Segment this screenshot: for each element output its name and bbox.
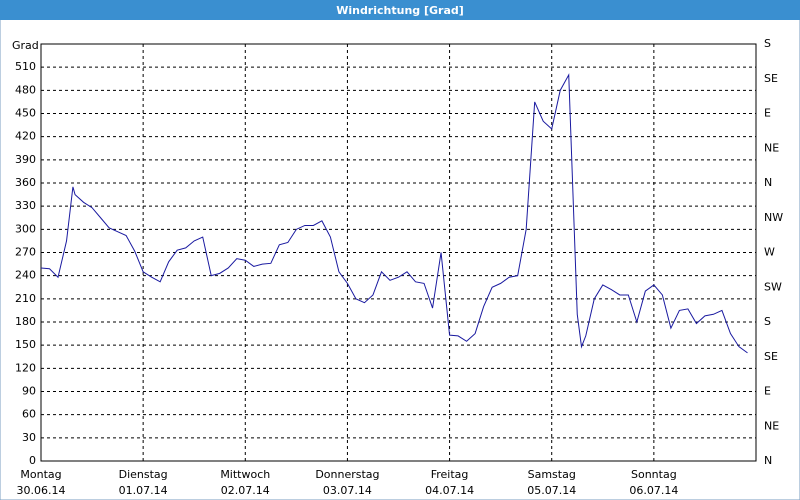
y-tick-label: 210 [15, 292, 36, 305]
x-tick-label: Samstag [528, 468, 576, 481]
x-tick-label: Mittwoch [220, 468, 270, 481]
y2-tick-label: N [764, 176, 772, 189]
x-tick-date: 04.07.14 [425, 484, 474, 497]
x-tick-label: Dienstag [119, 468, 168, 481]
y2-tick-label: W [764, 246, 775, 259]
y2-tick-label: NE [764, 419, 779, 432]
y-tick-label: 120 [15, 361, 36, 374]
x-tick-date: 01.07.14 [119, 484, 168, 497]
y-tick-label: 270 [15, 246, 36, 259]
y-tick-label: 240 [15, 269, 36, 282]
y2-tick-label: S [764, 37, 771, 50]
x-tick-label: Sonntag [631, 468, 677, 481]
x-tick-date: 30.06.14 [17, 484, 66, 497]
title-bar [0, 0, 800, 20]
y2-tick-label: S [764, 315, 771, 328]
y2-tick-label: NW [764, 211, 783, 224]
y2-tick-label: E [764, 385, 771, 398]
x-tick-date: 03.07.14 [323, 484, 372, 497]
y-axis-label: Grad [12, 39, 39, 52]
y-tick-label: 330 [15, 199, 36, 212]
x-tick-date: 05.07.14 [527, 484, 576, 497]
y-tick-label: 60 [22, 408, 36, 421]
y2-tick-label: E [764, 107, 771, 120]
y-tick-label: 390 [15, 153, 36, 166]
y-tick-label: 360 [15, 176, 36, 189]
y2-tick-label: NE [764, 141, 779, 154]
y-tick-label: 420 [15, 130, 36, 143]
y2-tick-label: SE [764, 72, 778, 85]
y-tick-label: 30 [22, 431, 36, 444]
x-tick-label: Freitag [431, 468, 469, 481]
y-tick-label: 180 [15, 315, 36, 328]
x-tick-date: 06.07.14 [629, 484, 678, 497]
x-tick-label: Donnerstag [315, 468, 379, 481]
y2-tick-label: SE [764, 350, 778, 363]
x-tick-label: Montag [20, 468, 61, 481]
y-tick-label: 150 [15, 338, 36, 351]
y-tick-label: 480 [15, 83, 36, 96]
y-tick-label: 450 [15, 107, 36, 120]
y2-tick-label: N [764, 454, 772, 467]
chart-title: Windrichtung [Grad] [336, 4, 464, 17]
y-tick-label: 510 [15, 60, 36, 73]
y-tick-label: 300 [15, 222, 36, 235]
x-tick-date: 02.07.14 [221, 484, 270, 497]
y2-tick-label: SW [764, 280, 782, 293]
y-tick-label: 0 [29, 454, 36, 467]
y-tick-label: 90 [22, 385, 36, 398]
data-line [40, 73, 748, 354]
